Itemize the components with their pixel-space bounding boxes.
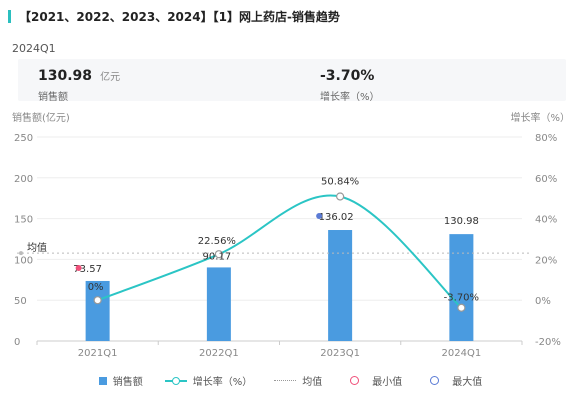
sales-data-label: 136.02 <box>319 212 354 223</box>
legend-min-swatch <box>344 375 366 386</box>
x-tick-label: 2021Q1 <box>78 348 118 359</box>
bar-sales <box>85 280 110 341</box>
legend-label-max: 最大值 <box>452 377 483 388</box>
y-right-tick-label: 20% <box>535 255 557 266</box>
bar-sales <box>328 230 353 341</box>
y-left-axis-title: 销售额(亿元) <box>12 111 70 124</box>
growth-data-label: -3.70% <box>444 293 479 304</box>
bar-sales <box>449 234 474 341</box>
legend-item-average[interactable]: 均值 <box>274 373 322 388</box>
legend-dash-swatch <box>274 376 297 386</box>
kpi-growth-value: -3.70% <box>320 68 375 84</box>
title-accent-bar <box>8 10 11 23</box>
min-value-marker <box>75 264 82 271</box>
growth-point <box>336 192 345 201</box>
sales-trend-chart: 销售额(亿元) 增长率（%） 0 50 100 150 200 250 -20% 0% 20% 40%… <box>12 111 570 359</box>
kpi-sales-value: 130.98 <box>38 68 93 84</box>
growth-data-label: 22.56% <box>198 236 236 247</box>
legend-label-growth: 增长率（%） <box>192 377 253 388</box>
y-right-tick-label: 0% <box>535 296 551 307</box>
period-label: 2024Q1 <box>12 42 56 55</box>
growth-line <box>97 194 463 309</box>
kpi-growth: -3.70% 增长率（%） <box>320 65 380 103</box>
kpi-sales-unit: 亿元 <box>100 72 121 83</box>
x-tick-label: 2022Q1 <box>199 348 239 359</box>
kpi-growth-label: 增长率（%） <box>320 92 380 103</box>
legend-label-sales: 销售额 <box>112 377 143 388</box>
y-left-tick-label: 150 <box>14 215 33 226</box>
sales-data-label: 73.57 <box>73 264 102 275</box>
y-right-tick-label: 80% <box>535 133 557 144</box>
y-left-tick-label: 200 <box>14 174 33 185</box>
legend-label-min: 最小值 <box>372 377 403 388</box>
bar-sales <box>206 267 231 341</box>
growth-point <box>214 250 223 259</box>
max-value-marker <box>316 213 323 220</box>
average-label: 均值 <box>27 241 47 254</box>
growth-point <box>457 303 466 312</box>
chart-legend: 销售额 增长率（%） 均值 最小值 最大值 <box>0 373 581 388</box>
sales-data-label: 90.17 <box>203 251 232 262</box>
y-left-tick-label: 50 <box>14 296 27 307</box>
legend-max-swatch <box>424 375 446 386</box>
legend-item-min[interactable]: 最小值 <box>344 373 402 388</box>
growth-point <box>93 296 102 305</box>
kpi-card: 130.98 亿元 销售额 -3.70% 增长率（%） <box>18 59 566 103</box>
growth-data-label: 0% <box>88 282 104 293</box>
y-right-tick-label: 60% <box>535 174 557 185</box>
y-left-tick-label: 0 <box>14 337 20 348</box>
y-right-tick-label: -20% <box>535 337 561 348</box>
y-right-axis-title: 增长率（%） <box>510 111 570 124</box>
legend-item-max[interactable]: 最大值 <box>424 373 482 388</box>
average-marker <box>19 251 23 256</box>
sales-data-label: 130.98 <box>444 216 479 227</box>
y-left-tick-label: 250 <box>14 133 33 144</box>
chart-header: 【2021、2022、2023、2024】【1】网上药店-销售趋势 <box>8 8 340 25</box>
kpi-sales: 130.98 亿元 销售额 <box>38 65 120 103</box>
y-left-tick-label: 100 <box>14 255 33 266</box>
legend-item-growth[interactable]: 增长率（%） <box>164 373 253 388</box>
growth-data-label: 50.84% <box>321 176 359 187</box>
kpi-sales-label: 销售额 <box>38 92 68 103</box>
legend-label-average: 均值 <box>302 377 323 388</box>
legend-line-swatch <box>164 376 187 386</box>
x-tick-label: 2024Q1 <box>442 348 482 359</box>
x-tick-label: 2023Q1 <box>320 348 360 359</box>
y-right-tick-label: 40% <box>535 215 557 226</box>
legend-item-sales[interactable]: 销售额 <box>98 373 143 388</box>
legend-bar-swatch <box>98 376 107 385</box>
page-title: 【2021、2022、2023、2024】【1】网上药店-销售趋势 <box>19 10 340 24</box>
